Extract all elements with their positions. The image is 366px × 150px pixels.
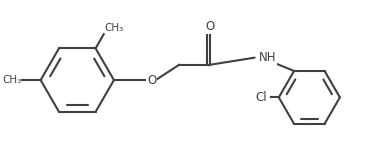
Text: NH: NH [258,51,276,64]
Text: CH₃: CH₃ [2,75,21,85]
Text: CH₃: CH₃ [105,23,124,33]
Text: Cl: Cl [255,91,266,104]
Text: O: O [205,20,214,33]
Text: O: O [147,74,156,87]
